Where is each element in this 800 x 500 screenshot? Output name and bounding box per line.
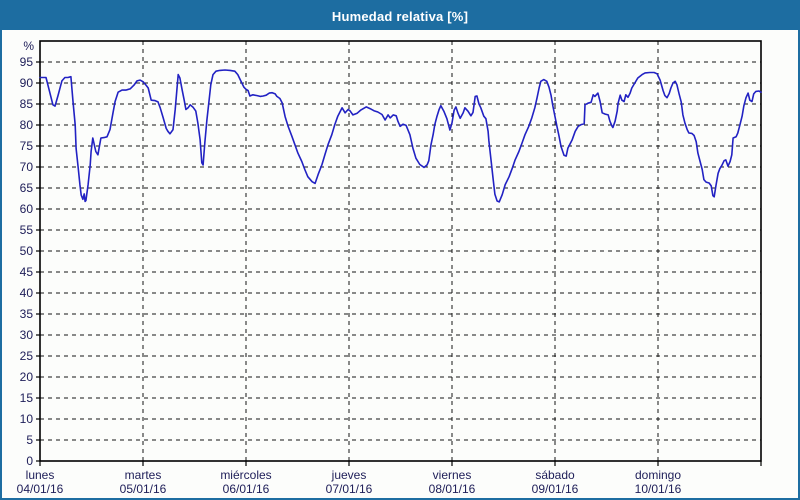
y-tick-label: 15 [20,391,34,405]
date-label: 07/01/16 [326,482,373,496]
y-tick-label: 20 [20,370,34,384]
y-tick-label: 85 [20,97,34,111]
weekday-label: domingo [635,468,681,482]
y-tick-label: 65 [20,181,34,195]
weekday-label: jueves [331,468,367,482]
date-label: 04/01/16 [17,482,64,496]
y-axis-unit-label: % [23,39,34,53]
title-bar: Humedad relativa [%] [2,2,798,30]
y-tick-label: 45 [20,265,34,279]
y-tick-label: 25 [20,349,34,363]
y-axis-labels: 0 5 10 15 20 25 30 35 40 45 50 55 60 65 70 75 80 85 90 95% [20,39,35,468]
y-tick-label: 35 [20,307,34,321]
weekday-label: sábado [535,468,575,482]
date-label: 10/01/16 [635,482,682,496]
y-tick-label: 90 [20,76,34,90]
y-tick-label: 55 [20,223,34,237]
chart-title: Humedad relativa [%] [331,8,469,24]
axis-ticks [36,61,762,466]
y-tick-label: 30 [20,328,34,342]
y-tick-label: 75 [20,139,34,153]
weekday-label: martes [125,468,162,482]
weekday-label: miércoles [220,468,271,482]
weekday-label: lunes [26,468,55,482]
date-label: 05/01/16 [120,482,167,496]
y-tick-label: 5 [26,433,33,447]
humidity-chart: 0 5 10 15 20 25 30 35 40 45 50 55 60 65 70 75 80 85 90 95% l… [17,39,762,496]
humidity-series-line [39,69,762,203]
gridlines [40,41,761,461]
y-tick-label: 70 [20,160,34,174]
date-label: 08/01/16 [429,482,476,496]
date-label: 06/01/16 [223,482,270,496]
y-tick-label: 50 [20,244,34,258]
y-tick-label: 80 [20,118,34,132]
y-tick-label: 40 [20,286,34,300]
y-tick-label: 95 [20,55,34,69]
y-tick-label: 60 [20,202,34,216]
y-tick-label: 10 [20,412,34,426]
date-label: 09/01/16 [532,482,579,496]
y-tick-label: 0 [26,454,33,468]
weekday-label: viernes [433,468,472,482]
